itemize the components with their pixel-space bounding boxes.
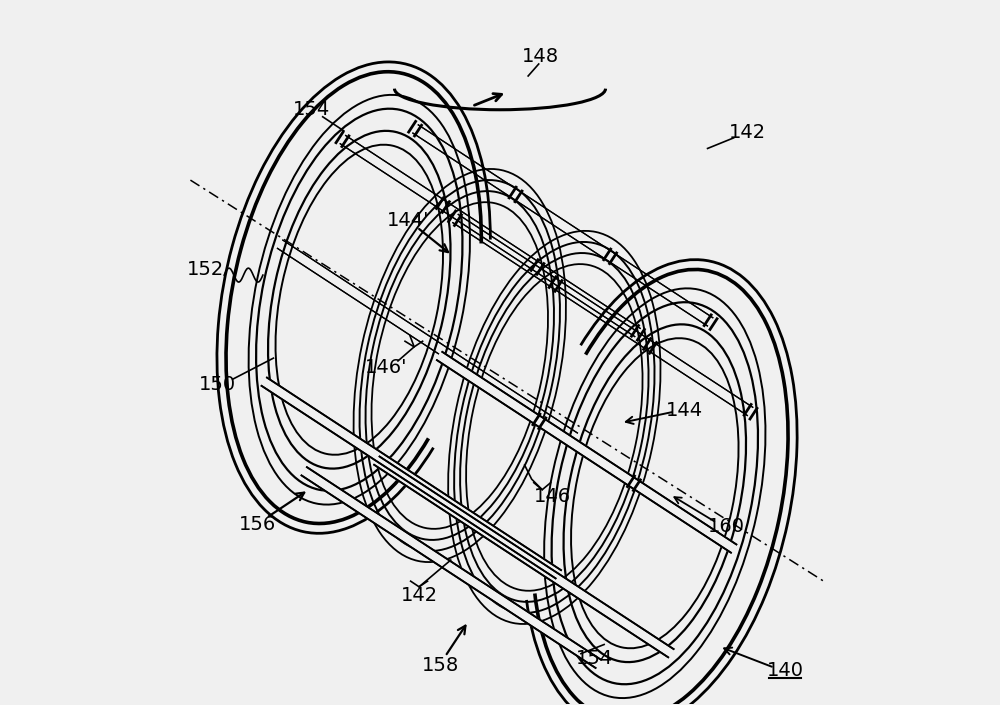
Polygon shape: [373, 456, 674, 658]
Text: 154: 154: [576, 649, 614, 668]
Polygon shape: [412, 125, 713, 326]
Text: 144: 144: [666, 400, 703, 419]
Text: 154: 154: [293, 100, 330, 119]
Text: 156: 156: [239, 515, 276, 534]
Text: 148: 148: [522, 47, 559, 66]
Text: 160: 160: [708, 517, 745, 537]
Polygon shape: [261, 377, 562, 579]
Text: 144': 144': [387, 211, 430, 230]
Polygon shape: [301, 467, 602, 668]
Text: 152: 152: [187, 260, 225, 279]
Polygon shape: [452, 214, 753, 416]
Text: 142: 142: [401, 586, 438, 605]
Text: 150: 150: [199, 374, 236, 393]
Text: 146': 146': [365, 358, 407, 377]
Polygon shape: [340, 135, 641, 337]
Text: 142: 142: [729, 123, 766, 142]
Text: 140: 140: [766, 661, 803, 680]
Polygon shape: [277, 240, 578, 441]
Text: 146: 146: [534, 487, 571, 506]
Text: 158: 158: [422, 656, 459, 675]
Polygon shape: [436, 351, 737, 553]
